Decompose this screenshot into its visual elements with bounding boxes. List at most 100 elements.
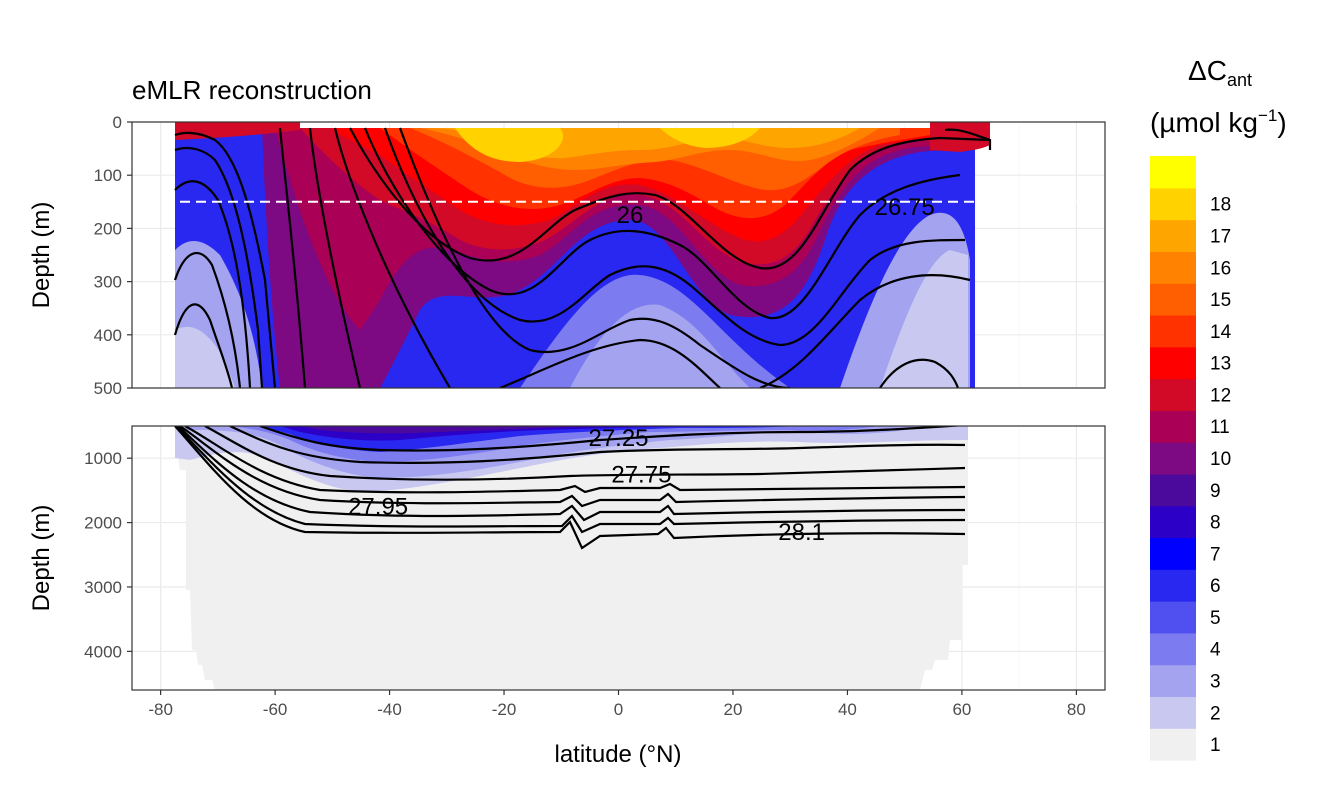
bottom-panel-y-axis: 1000 2000 3000 4000	[84, 449, 132, 661]
bottom-panel-isopycnals	[174, 426, 966, 550]
y-tick-label: 1000	[84, 449, 122, 468]
legend-swatch	[1150, 314, 1196, 348]
isopycnal-line	[349, 127, 991, 270]
legend-swatch	[1150, 696, 1196, 729]
legend-label: 7	[1210, 544, 1221, 565]
contour-label: 27.95	[348, 493, 408, 520]
legend-label: 3	[1210, 672, 1221, 693]
isopycnal-line	[174, 131, 277, 388]
x-tick-label: -80	[148, 700, 173, 719]
bottom-panel-field	[175, 426, 968, 690]
legend-units-prefix: (µmol kg	[1150, 107, 1258, 138]
legend-label: 6	[1210, 576, 1221, 597]
isopycnal-line	[398, 127, 791, 388]
bottom-panel-contour-labels: 27.25 27.75 27.95 28.1	[348, 425, 825, 546]
legend-colorbar	[1150, 156, 1196, 761]
legend-swatch	[1150, 410, 1196, 443]
field-layer-palest-south	[175, 326, 235, 388]
isopycnal-line	[184, 426, 966, 494]
legend-units: (µmol kg−1)	[1150, 106, 1287, 138]
legend-units-suffix: )	[1277, 107, 1286, 138]
legend-label: 17	[1210, 226, 1231, 247]
top-panel-y-label: Depth (m)	[28, 202, 55, 309]
legend-label: 18	[1210, 195, 1231, 216]
y-tick-label: 500	[94, 379, 122, 398]
isopycnal-line	[179, 426, 966, 508]
x-axis-label: latitude (°N)	[555, 741, 682, 768]
legend-title-main: ΔC	[1188, 55, 1227, 86]
contour-label: 27.25	[588, 425, 648, 452]
legend-swatch	[1150, 537, 1196, 570]
bottom-panel-y-label: Depth (m)	[28, 505, 55, 612]
x-tick-label: -40	[377, 700, 402, 719]
legend-label: 11	[1210, 417, 1230, 438]
x-tick-label: 40	[838, 700, 857, 719]
legend-swatch	[1150, 728, 1196, 761]
legend-label: 2	[1210, 703, 1221, 724]
legend-label: 10	[1210, 449, 1231, 470]
legend: ΔCant (µmol kg−1) 1234567891011121314151…	[1150, 55, 1287, 761]
isopycnal-line	[177, 426, 966, 522]
legend-swatch	[1150, 569, 1196, 602]
legend-swatch	[1150, 632, 1196, 666]
x-tick-label: 0	[614, 700, 623, 719]
x-tick-label: 20	[724, 700, 743, 719]
y-tick-label: 400	[94, 326, 122, 345]
isopycnal-line	[174, 146, 264, 388]
x-tick-label: 80	[1067, 700, 1086, 719]
isopycnal-line	[229, 426, 966, 464]
top-panel-border	[131, 121, 1106, 389]
field-layer-gold-north	[660, 128, 760, 148]
isopycnal-line	[174, 180, 252, 388]
legend-label: 15	[1210, 290, 1231, 311]
legend-swatch	[1150, 473, 1196, 507]
isopycnal-line	[278, 127, 307, 388]
top-panel-field	[175, 122, 990, 388]
isopycnal-line	[204, 426, 966, 481]
legend-label: 16	[1210, 258, 1231, 279]
y-tick-label: 200	[94, 219, 122, 238]
top-panel-y-axis: 0 100 200 300 400 500	[94, 113, 132, 398]
x-tick-label: 60	[952, 700, 971, 719]
legend-label: 12	[1210, 385, 1231, 406]
isopycnal-line	[308, 127, 362, 388]
isopycnal-line	[173, 252, 242, 388]
top-panel-isopycnals	[173, 127, 992, 388]
isopycnal-line	[363, 127, 961, 320]
top-panel-contour-labels: 26 26.75	[617, 194, 935, 229]
legend-swatch	[1150, 156, 1196, 189]
legend-units-superscript: −1	[1258, 106, 1277, 125]
legend-label: 9	[1210, 481, 1221, 502]
legend-label: 5	[1210, 608, 1221, 629]
contour-label: 26.75	[875, 194, 935, 221]
field-layer-palest-north	[880, 250, 968, 388]
isopycnal-line	[499, 338, 721, 388]
isopycnal-line	[259, 426, 966, 452]
isopycnal-line	[879, 358, 960, 388]
contour-label: 27.75	[611, 461, 671, 488]
chart-title: eMLR reconstruction	[132, 75, 372, 105]
legend-swatch	[1150, 187, 1196, 221]
field-layer-gold	[455, 128, 564, 162]
y-tick-label: 300	[94, 273, 122, 292]
legend-swatch	[1150, 378, 1196, 411]
legend-label: 8	[1210, 513, 1221, 534]
y-tick-label: 0	[113, 113, 122, 132]
legend-label: 1	[1210, 735, 1221, 756]
legend-swatch	[1150, 664, 1196, 698]
isopycnal-line	[174, 426, 966, 550]
contour-label: 26	[617, 202, 644, 229]
legend-label: 14	[1210, 322, 1232, 343]
legend-title: ΔCant	[1188, 55, 1252, 90]
isopycnal-line	[944, 128, 992, 150]
isopycnal-line	[175, 426, 966, 534]
contour-label: 28.1	[778, 519, 825, 546]
legend-swatch	[1150, 219, 1196, 252]
legend-label: 4	[1210, 640, 1221, 661]
x-tick-label: -60	[263, 700, 288, 719]
legend-swatch	[1150, 442, 1196, 475]
legend-swatch	[1150, 505, 1196, 539]
y-tick-label: 100	[94, 166, 122, 185]
